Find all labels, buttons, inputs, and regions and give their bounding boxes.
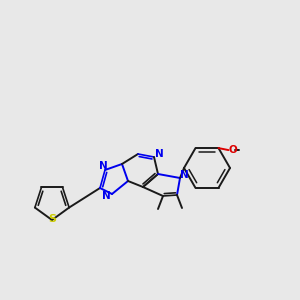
- Text: N: N: [102, 191, 110, 201]
- Text: N: N: [99, 161, 107, 171]
- Text: S: S: [48, 214, 56, 224]
- Text: O: O: [228, 145, 237, 155]
- Text: N: N: [154, 149, 164, 159]
- Text: N: N: [180, 170, 188, 180]
